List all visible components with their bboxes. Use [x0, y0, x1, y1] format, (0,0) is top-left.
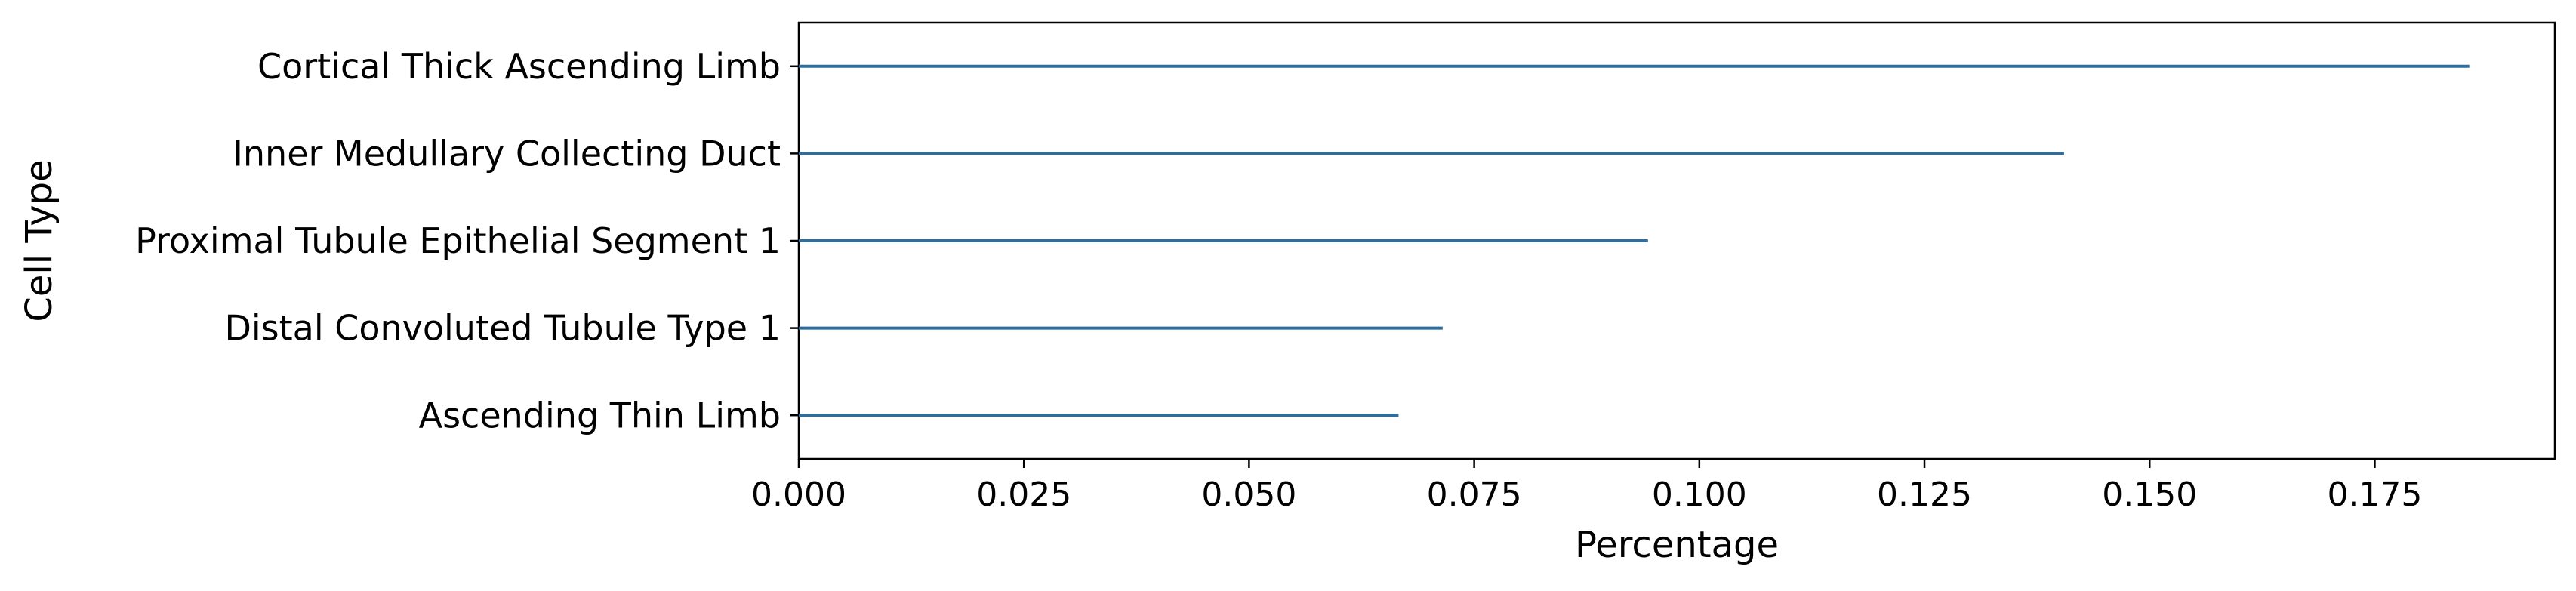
- y-tick-label: Proximal Tubule Epithelial Segment 1: [135, 220, 781, 261]
- x-tick-label: 0.175: [2327, 476, 2422, 514]
- x-tick-label: 0.125: [1877, 476, 1972, 514]
- x-tick-label: 0.150: [2102, 476, 2197, 514]
- x-tick-label: 0.100: [1652, 476, 1747, 514]
- y-axis: Cortical Thick Ascending Limb Inner Medul…: [135, 46, 799, 436]
- bar-series: [799, 64, 2470, 417]
- x-tick-label: 0.000: [751, 476, 846, 514]
- y-tick-label: Cortical Thick Ascending Limb: [257, 46, 781, 87]
- x-axis-title: Percentage: [1575, 524, 1779, 566]
- y-tick-label: Inner Medullary Collecting Duct: [233, 134, 781, 174]
- x-tick-label: 0.050: [1201, 476, 1296, 514]
- y-axis-title: Cell Type: [18, 159, 60, 322]
- x-tick-label: 0.075: [1427, 476, 1522, 514]
- y-tick-label: Ascending Thin Limb: [419, 395, 781, 436]
- x-axis: 0.000 0.025 0.050 0.075 0.100 0.125 0.150 0.175: [751, 459, 2422, 514]
- x-tick-label: 0.025: [976, 476, 1071, 514]
- y-tick-label: Distal Convoluted Tubule Type 1: [224, 308, 781, 349]
